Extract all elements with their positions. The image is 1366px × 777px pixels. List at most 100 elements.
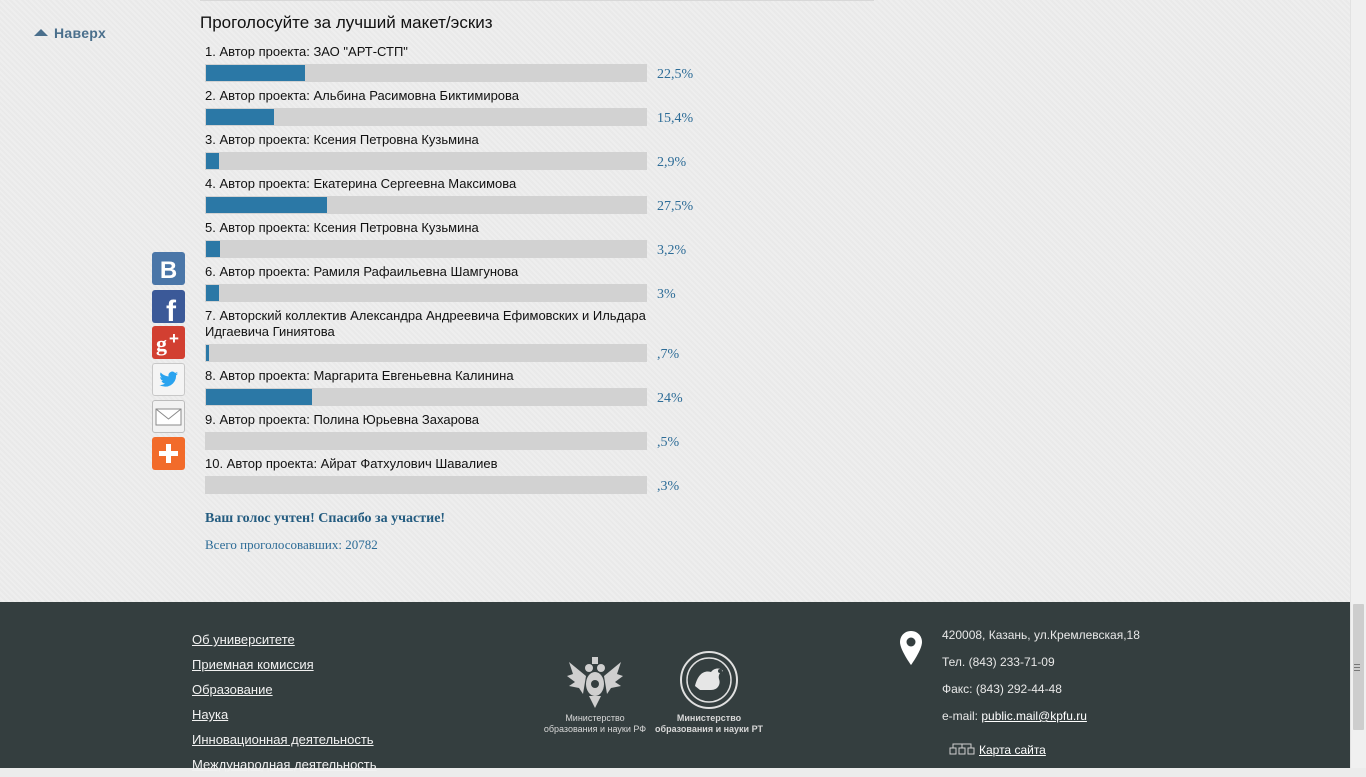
main-content	[0, 0, 1351, 602]
footer-link-innovation[interactable]: Инновационная деятельность	[192, 732, 374, 747]
site-footer: Об университете Приемная комиссия Образо…	[0, 602, 1351, 772]
twitter-icon	[159, 371, 178, 387]
poll-option: 2. Автор проекта: Альбина Расимовна Бикт…	[205, 88, 705, 126]
poll-result-bar	[205, 240, 647, 258]
poll-option-label: 2. Автор проекта: Альбина Расимовна Бикт…	[205, 88, 520, 103]
poll-result-bar	[205, 152, 647, 170]
poll-result-percent: ,7%	[657, 347, 680, 362]
poll-option: 6. Автор проекта: Рамиля Рафаильевна Шам…	[205, 264, 705, 302]
share-vk-button[interactable]: B	[152, 252, 185, 285]
footer-phone: Тел. (843) 233-71-09	[942, 655, 1055, 669]
poll-option-label: 8. Автор проекта: Маргарита Евгеньевна К…	[205, 368, 514, 383]
poll-result-row: ,7%	[205, 344, 705, 362]
poll-result-row: 27,5%	[205, 196, 705, 214]
footer-link-science[interactable]: Наука	[192, 707, 229, 722]
ministry-rt-caption-2: образования и науки РТ	[655, 724, 763, 734]
sitemap-label: Карта сайта	[979, 743, 1046, 757]
svg-text:+: +	[169, 329, 179, 348]
poll-result-bar	[205, 108, 647, 126]
ministry-rf-logo[interactable]: Министерство образования и науки РФ	[538, 654, 652, 735]
footer-link-about[interactable]: Об университете	[192, 632, 295, 647]
poll-result-bar-fill	[206, 65, 305, 81]
poll-result-bar	[205, 196, 647, 214]
poll-option: 8. Автор проекта: Маргарита Евгеньевна К…	[205, 368, 705, 406]
poll-result-bar-fill	[206, 241, 220, 257]
thanks-message: Ваш голос учтен! Спасибо за участие!	[205, 511, 446, 526]
poll-option: 9. Автор проекта: Полина Юрьевна Захаров…	[205, 412, 705, 450]
poll-result-bar	[205, 64, 647, 82]
poll-option-label: 5. Автор проекта: Ксения Петровна Кузьми…	[205, 220, 479, 235]
poll-result-bar-fill	[206, 389, 312, 405]
page-scrollbar[interactable]	[1350, 0, 1366, 768]
vk-icon: B	[160, 257, 177, 284]
footer-link-international[interactable]: Международная деятельность	[192, 757, 377, 772]
poll-option: 10. Автор проекта: Айрат Фатхулович Шава…	[205, 456, 705, 494]
poll-option: 4. Автор проекта: Екатерина Сергеевна Ма…	[205, 176, 705, 214]
poll-option: 1. Автор проекта: ЗАО "АРТ-СТП" 22,5%	[205, 44, 705, 82]
tatarstan-emblem-icon	[680, 651, 738, 709]
share-email-button[interactable]	[152, 400, 185, 433]
poll-title: Проголосуйте за лучший макет/эскиз	[200, 13, 493, 32]
poll-option-label: 9. Автор проекта: Полина Юрьевна Захаров…	[205, 412, 480, 427]
poll-result-bar	[205, 388, 647, 406]
back-to-top-label: Наверх	[54, 25, 107, 41]
share-twitter-button[interactable]	[152, 363, 185, 396]
poll-option-label: 10. Автор проекта: Айрат Фатхулович Шава…	[205, 456, 498, 471]
location-pin-icon	[899, 630, 923, 671]
email-label: e-mail:	[942, 709, 979, 723]
poll-result-row: 15,4%	[205, 108, 705, 126]
poll-result-percent: ,5%	[657, 435, 680, 450]
poll-result-row: 22,5%	[205, 64, 705, 82]
poll-result-percent: 3,2%	[657, 243, 687, 258]
poll-option: 5. Автор проекта: Ксения Петровна Кузьми…	[205, 220, 705, 258]
share-facebook-button[interactable]: f	[152, 290, 185, 323]
poll-result-percent: 22,5%	[657, 67, 694, 82]
sitemap-icon	[949, 743, 975, 755]
poll-result-bar	[205, 476, 647, 494]
email-icon	[155, 408, 182, 426]
svg-text:g: g	[156, 331, 167, 356]
poll-result-bar	[205, 344, 647, 362]
share-more-button[interactable]	[152, 437, 185, 470]
divider	[200, 0, 874, 1]
email-link[interactable]: public.mail@kpfu.ru	[981, 709, 1087, 723]
poll-result-percent: 15,4%	[657, 111, 694, 126]
back-to-top-link[interactable]: Наверх	[34, 25, 106, 41]
poll-result-bar-fill	[206, 109, 274, 125]
ministry-rt-logo[interactable]: Министерство образования и науки РТ	[655, 650, 763, 735]
poll-result-row: 24%	[205, 388, 705, 406]
facebook-icon: f	[166, 295, 177, 323]
poll-result-bar-fill	[206, 345, 209, 361]
footer-link-education[interactable]: Образование	[192, 682, 273, 697]
poll-option-label: 7. Авторский коллектив Александра Андрее…	[205, 308, 646, 339]
poll-option-label: 3. Автор проекта: Ксения Петровна Кузьми…	[205, 132, 479, 147]
footer-address: 420008, Казань, ул.Кремлевская,18	[942, 628, 1140, 642]
poll-option: 3. Автор проекта: Ксения Петровна Кузьми…	[205, 132, 705, 170]
russian-eagle-emblem-icon	[567, 657, 623, 708]
ministry-rf-caption-1: Министерство	[565, 713, 625, 723]
poll-result-percent: 27,5%	[657, 199, 694, 214]
footer-nav: Об университете Приемная комиссия Образо…	[192, 627, 377, 777]
more-share-icon	[159, 444, 178, 463]
ministry-rt-caption-1: Министерство	[676, 713, 742, 723]
footer-email: e-mail: public.mail@kpfu.ru	[942, 709, 1087, 723]
poll-option-label: 1. Автор проекта: ЗАО "АРТ-СТП"	[205, 44, 408, 59]
poll-result-row: 3,2%	[205, 240, 705, 258]
poll-result-bar	[205, 284, 647, 302]
share-google-plus-button[interactable]: g +	[152, 326, 185, 359]
sitemap-link[interactable]: Карта сайта	[949, 742, 1046, 757]
arrow-up-icon	[34, 29, 48, 36]
poll-result-bar-fill	[206, 285, 219, 301]
poll-option-label: 6. Автор проекта: Рамиля Рафаильевна Шам…	[205, 264, 519, 279]
poll-result-percent: 2,9%	[657, 155, 687, 170]
poll-option-label: 4. Автор проекта: Екатерина Сергеевна Ма…	[205, 176, 517, 191]
svg-text:f: f	[166, 295, 177, 323]
poll-result-row: ,5%	[205, 432, 705, 450]
footer-link-admission[interactable]: Приемная комиссия	[192, 657, 314, 672]
total-votes: Всего проголосовавших: 20782	[205, 537, 378, 552]
poll-result-percent: ,3%	[657, 479, 680, 494]
google-plus-icon: g +	[156, 329, 179, 356]
poll-result-percent: 3%	[657, 287, 676, 302]
poll-result-bar-fill	[206, 153, 219, 169]
poll-result-percent: 24%	[657, 391, 683, 406]
